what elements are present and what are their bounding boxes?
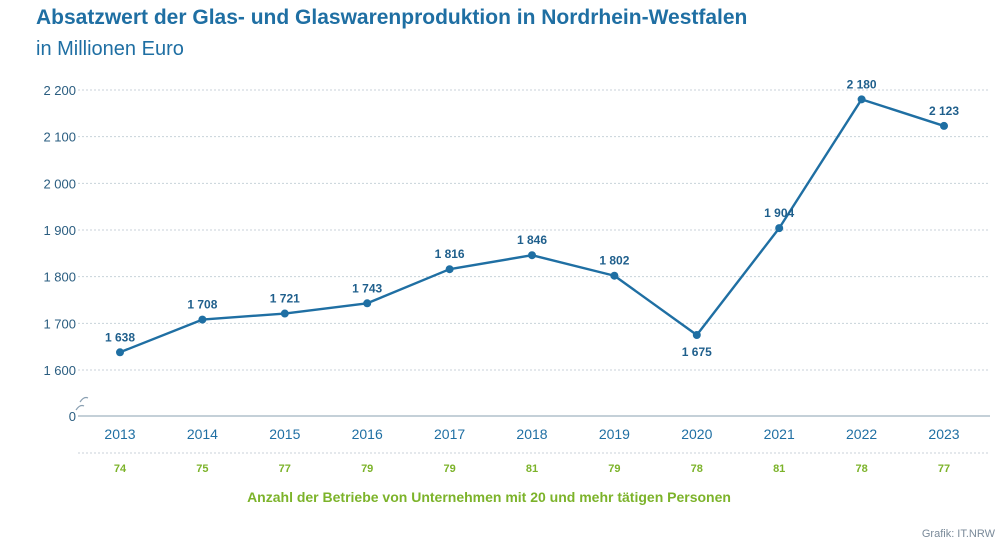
data-label: 1 721 [270,292,300,306]
data-point [775,224,784,233]
data-label: 1 816 [435,247,465,261]
establishment-count: 79 [443,463,455,475]
axis-break-mark [75,404,85,411]
y-tick-label: 2 100 [43,130,76,145]
data-label: 1 675 [682,345,712,359]
data-label: 1 846 [517,233,547,247]
y-tick-label: 2 200 [43,83,76,98]
data-label: 1 904 [764,206,794,220]
data-label: 1 802 [599,254,629,268]
data-label: 2 180 [847,77,877,91]
y-tick-label: 1 800 [43,270,76,285]
data-points [116,95,948,357]
x-tick-label: 2020 [681,426,712,442]
data-labels: 1 638 1 708 1 721 1 743 1 816 1 846 1 802 1 675… [105,77,959,359]
data-point [445,265,454,274]
data-label: 1 743 [352,281,382,295]
x-tick-label: 2022 [846,426,877,442]
series-line [119,98,945,354]
establishment-count: 78 [855,463,867,475]
x-tick-label: 2013 [104,426,135,442]
y-tick-label: 0 [69,409,76,424]
chart-title: Absatzwert der Glas- und Glaswarenproduk… [36,6,748,29]
y-tick-label: 1 900 [43,223,76,238]
establishment-count: 79 [361,463,373,475]
data-point [692,331,701,339]
x-tick-label: 2016 [352,426,383,442]
source-credit: Grafik: IT.NRW [921,528,995,540]
data-label: 1 638 [105,330,135,344]
data-point [528,251,536,260]
x-tick-label: 2019 [599,426,630,442]
establishment-counts: 74 75 77 79 79 81 79 78 81 78 77 [78,452,990,475]
data-point [940,121,948,130]
establishment-count: 81 [773,463,785,475]
y-tick-label: 1 600 [43,363,76,378]
gridlines [78,89,990,371]
establishment-count: 75 [196,463,208,475]
establishment-count: 78 [691,463,703,475]
x-tick-label: 2023 [928,426,959,442]
x-tick-label: 2021 [764,426,795,442]
establishment-count: 81 [526,463,538,475]
data-point [610,271,619,280]
x-tick-labels: 2013 2014 2015 2016 2017 2018 2019 2020 2021 2022… [104,426,959,442]
data-point [116,348,124,357]
establishment-count: 77 [938,463,950,475]
series-line-path [119,98,945,354]
x-tick-label: 2017 [434,426,465,442]
data-point [363,299,372,308]
data-point [198,315,207,324]
chart-subtitle: in Millionen Euro [36,38,184,60]
data-point [857,95,866,104]
y-tick-label: 1 700 [43,316,76,331]
data-label: 2 123 [929,104,959,118]
x-tick-label: 2018 [516,426,547,442]
establishment-count: 74 [114,463,127,475]
axis-break-mark [79,396,89,403]
establishment-count: 79 [608,463,620,475]
establishment-count-note: Anzahl der Betriebe von Unternehmen mit … [247,489,731,505]
establishment-count: 77 [279,463,291,475]
data-point [280,309,289,318]
axes: 2 200 2 100 2 000 1 900 1 800 1 700 1 600 0 [43,83,990,424]
data-label: 1 708 [187,298,217,312]
x-tick-label: 2014 [187,426,218,442]
x-tick-label: 2015 [269,426,300,442]
y-tick-label: 2 000 [43,176,76,191]
